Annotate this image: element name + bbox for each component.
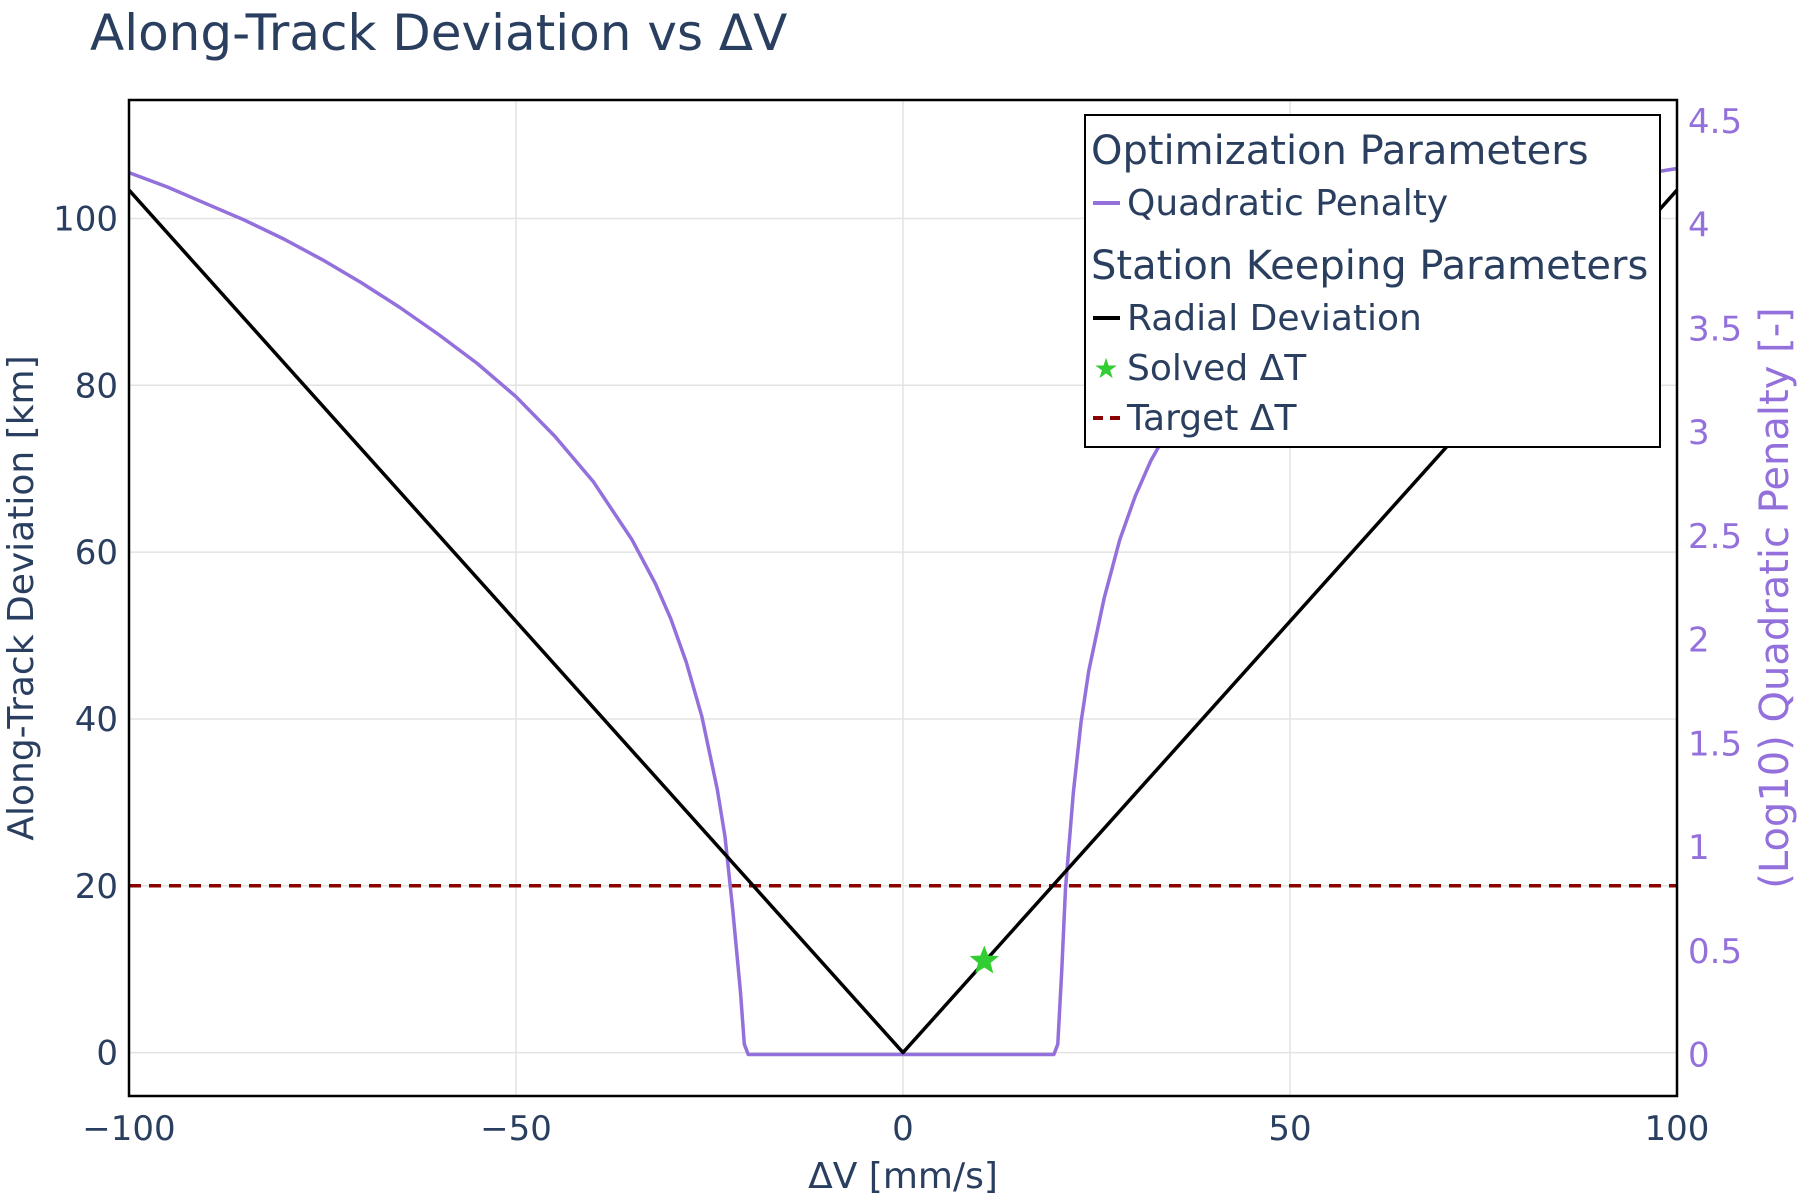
series-line-radial-deviation: [127, 188, 1679, 1055]
y2-tick-label: 0: [1688, 1036, 1710, 1076]
legend-group-title-station-keeping: Station Keeping Parameters: [1091, 243, 1648, 289]
x-axis-ticks: −100 −50 0 50 100: [82, 1109, 1709, 1149]
x-tick-label: 0: [892, 1109, 914, 1149]
y-tick-label: 40: [75, 700, 118, 740]
y-tick-label: 80: [75, 366, 118, 406]
y2-tick-label: 1.5: [1688, 724, 1742, 764]
y2-axis-label: (Log10) Quadratic Penalty [-]: [1752, 307, 1798, 888]
y-tick-label: 60: [75, 533, 118, 573]
y-tick-label: 100: [53, 199, 118, 239]
y2-tick-label: 3: [1688, 413, 1710, 453]
chart-title: Along-Track Deviation vs ΔV: [90, 4, 787, 62]
y-axis-ticks: 0 20 40 60 80 100: [53, 199, 118, 1073]
y-tick-label: 0: [96, 1034, 118, 1074]
y2-axis-ticks: 0 0.5 1 1.5 2 2.5 3 3.5 4 4.5: [1688, 102, 1742, 1076]
y2-tick-label: 2: [1688, 621, 1710, 661]
x-tick-label: 100: [1645, 1109, 1710, 1149]
plot-frame: [127, 98, 1679, 1098]
y2-tick-label: 2.5: [1688, 517, 1742, 557]
y-tick-label: 20: [75, 867, 118, 907]
y2-tick-label: 4.5: [1688, 102, 1742, 142]
legend-group-title-optimization: Optimization Parameters: [1091, 128, 1589, 174]
x-tick-label: −100: [82, 1109, 175, 1149]
legend-swatch-solved-dt: ★: [1093, 352, 1118, 385]
y2-tick-label: 0.5: [1688, 932, 1742, 972]
x-tick-label: 50: [1268, 1109, 1311, 1149]
y2-tick-label: 4: [1688, 206, 1710, 246]
legend-item-radial-deviation: Radial Deviation: [1127, 298, 1422, 339]
y-axis-label: Along-Track Deviation [km]: [1, 355, 42, 840]
y2-tick-label: 3.5: [1688, 309, 1742, 349]
legend-item-solved-dt: Solved ΔT: [1127, 348, 1307, 389]
x-tick-label: −50: [480, 1109, 552, 1149]
legend-box: [1084, 114, 1661, 448]
x-axis-label: ΔV [mm/s]: [808, 1156, 998, 1197]
legend-item-target-dt: Target ΔT: [1126, 398, 1297, 439]
y2-tick-label: 1: [1688, 828, 1710, 868]
series-marker-solved-t: [969, 945, 999, 974]
legend-item-quadratic-penalty: Quadratic Penalty: [1127, 183, 1448, 224]
legend: Optimization Parameters Quadratic Penalt…: [1084, 114, 1661, 448]
